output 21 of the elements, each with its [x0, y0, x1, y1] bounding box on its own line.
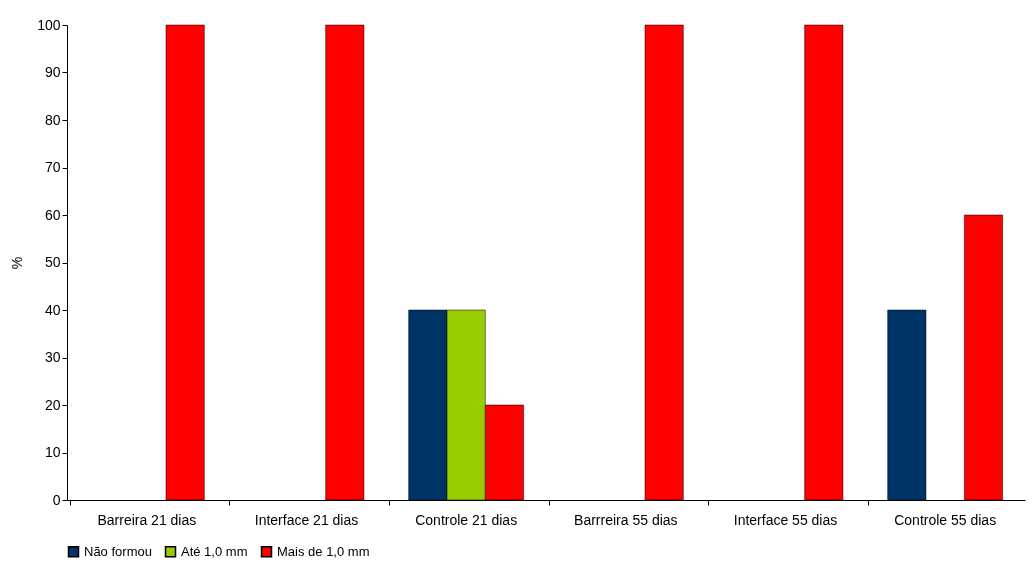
y-tick-label: 70 [44, 159, 61, 175]
x-tick-label: Barreira 21 dias [97, 511, 197, 528]
x-tick-label: Barrreira 55 dias [574, 511, 678, 528]
x-tick-label: Interface 21 dias [254, 511, 359, 528]
y-tick-label: 60 [44, 206, 61, 223]
y-tick-label: 50 [44, 254, 61, 270]
legend-label: Não formou [84, 543, 152, 559]
x-tick-label: Controle 55 dias [894, 511, 997, 528]
y-tick-label: 30 [44, 349, 61, 365]
y-tick-label: 80 [44, 111, 61, 128]
y-tick-label: 100 [37, 16, 61, 33]
y-tick-label: 40 [44, 301, 61, 318]
y-tick-label: 10 [44, 444, 61, 460]
y-tick-label: 20 [44, 396, 61, 413]
y-tick-label: 90 [44, 64, 61, 80]
x-tick-label: Controle 21 dias [415, 511, 518, 528]
legend-label: Até 1,0 mm [181, 543, 248, 559]
y-axis-title: % [9, 256, 26, 270]
x-tick-label: Interface 55 dias [733, 511, 838, 528]
y-tick-label: 0 [52, 491, 61, 508]
legend-label: Mais de 1,0 mm [277, 543, 370, 559]
